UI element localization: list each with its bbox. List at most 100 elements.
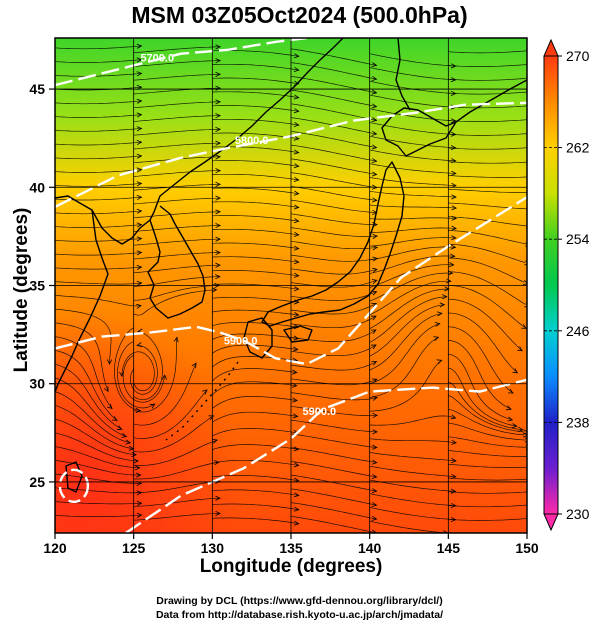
streamline [212,428,299,437]
streamline-arrow [291,369,298,375]
streamline-arrow [215,195,222,201]
streamline [55,404,134,450]
streamline [212,215,299,222]
y-tick-label: 35 [29,278,45,294]
streamline-arrow [215,181,222,187]
streamline [448,312,518,374]
streamline-arrow [215,44,222,50]
streamline [55,446,140,469]
streamline-arrow [103,386,109,393]
streamline [55,100,142,105]
streamline-arrow [450,90,457,96]
streamline-arrow [372,413,379,419]
streamline [290,279,377,288]
y-tick-label: 25 [29,474,45,490]
streamline-arrow [372,267,378,273]
streamline [133,142,221,150]
streamline-arrow [371,144,378,150]
streamline [448,381,523,431]
streamline-arrow [523,429,527,435]
streamline [212,474,299,482]
streamline-arrow [449,253,456,259]
streamline [133,128,221,136]
streamline-arrow [371,158,378,164]
streamline-arrow [371,75,378,81]
streamline-arrow [121,432,128,438]
streamline-arrow [136,98,143,104]
streamline-arrow [215,209,222,215]
streamline [448,243,526,264]
coastline-hokkaido [381,107,457,157]
streamline-arrow [293,176,300,182]
streamline-arrow [161,374,167,380]
streamline [55,473,142,484]
streamline-arrow [292,397,299,403]
streamline-arrow [370,344,377,350]
streamline [133,252,221,260]
streamline-arrow [215,71,222,77]
streamline-arrow [215,250,221,256]
streamline-arrow [371,130,378,136]
chart-title: MSM 03Z05Oct2024 (500.0hPa) [131,2,468,28]
streamline [448,91,527,95]
streamline-arrow [371,444,378,450]
streamline-arrow [293,108,300,114]
streamline [290,144,377,162]
streamline [212,242,299,249]
y-tick-label: 40 [29,179,45,195]
colorbar-ticks: 230 238 246 254 262 270 [544,48,590,522]
contour-label: 5900.0 [302,406,336,418]
streamline [369,520,444,533]
x-axis-label: Longitude (degrees) [199,556,383,577]
streamline [290,199,377,214]
streamline-arrow [450,488,457,494]
y-tick-label: 30 [29,376,45,392]
streamline [290,315,377,329]
streamline-arrow [191,362,197,369]
streamline-arrow [136,43,143,49]
streamline [448,188,527,193]
coastline-honshu [261,161,405,327]
streamline-arrow [211,287,218,293]
streamline [212,296,299,303]
streamline-arrow [371,197,378,203]
coastline-mainland [55,38,344,245]
streamline-arrow [215,113,222,119]
streamline-arrow [212,438,219,444]
streamline-arrow [446,278,452,284]
streamline-arrow [450,118,457,124]
streamline-arrow [293,149,300,155]
streamline-arrow [371,515,378,521]
credit-drawing: Drawing by DCL (https://www.gfd-dennou.o… [156,595,443,607]
streamline [369,149,456,162]
streamline-arrow [371,89,378,95]
streamline-arrow [512,368,519,374]
grid-lines [55,38,527,533]
streamline [369,204,457,209]
streamline [290,185,377,201]
streamline [290,502,377,520]
streamline-arrow [437,311,443,317]
streamline [133,337,178,413]
streamline [133,197,221,205]
streamline [290,75,377,94]
streamline [133,363,197,426]
streamline [133,497,220,507]
streamline [369,304,445,357]
streamline [369,237,456,247]
streamline [55,377,127,437]
streamline-arrow [444,286,450,292]
streamline-arrow [136,303,142,309]
streamline-arrow [505,405,512,411]
x-tick-label: 145 [437,540,461,556]
x-tick-label: 130 [201,540,225,556]
streamline [448,147,527,150]
streamline-arrow [507,388,514,394]
streamline [369,227,457,233]
streamline [212,270,299,277]
contour-label: 5700.0 [140,53,174,65]
colorbar-min-triangle [543,513,559,532]
streamline-arrow [293,520,300,526]
coastline-sakhalin [395,38,411,111]
streamline-arrow [450,414,457,420]
